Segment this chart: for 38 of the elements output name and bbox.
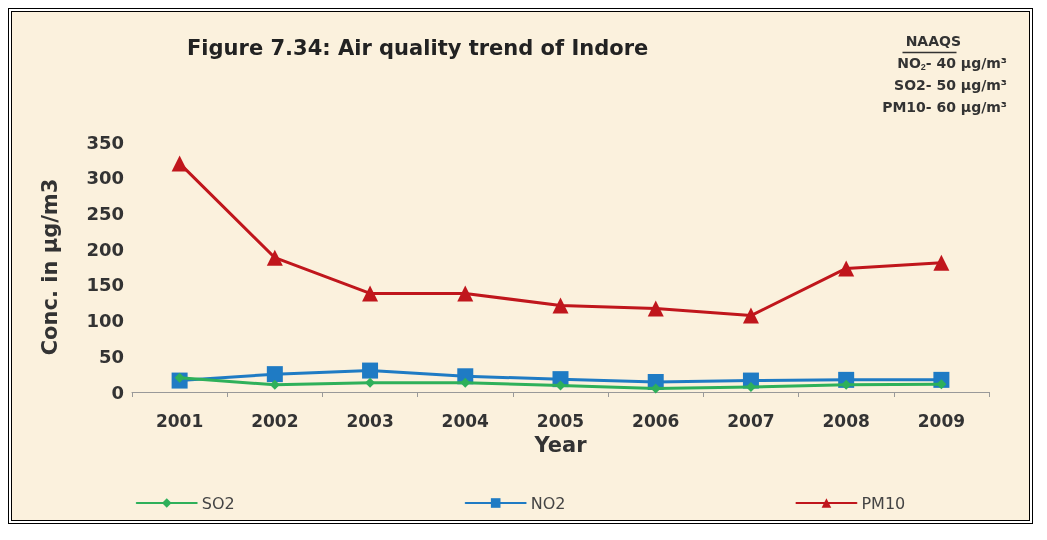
legend-label: SO2 xyxy=(201,493,235,513)
point xyxy=(933,254,950,271)
text: SO2- 50 µg/m³ xyxy=(894,77,1008,93)
point xyxy=(266,249,283,266)
chart-title: Figure 7.34: Air quality trend of Indore xyxy=(187,35,649,60)
x-tick-label: 2003 xyxy=(346,410,394,431)
point xyxy=(838,260,855,277)
point xyxy=(647,300,664,317)
y-tick-label: 350 xyxy=(86,131,124,153)
point xyxy=(457,285,474,302)
legend-label: NO2 xyxy=(530,493,566,513)
legend-label: PM10 xyxy=(861,493,906,513)
x-axis-title: Year xyxy=(533,432,588,457)
text: PM10- 60 µg/m³ xyxy=(882,99,1007,115)
y-axis-title: Conc. in µg/m3 xyxy=(37,178,62,356)
x-tick-label: 2009 xyxy=(917,410,966,431)
x-tick-label: 2004 xyxy=(441,410,490,431)
y-tick-label: 100 xyxy=(86,310,124,332)
point xyxy=(555,380,566,391)
point xyxy=(552,297,569,314)
y-tick-label: 250 xyxy=(86,202,124,224)
text: NAAQS xyxy=(905,33,961,49)
y-tick-label: 200 xyxy=(86,238,124,260)
x-tick-label: 2005 xyxy=(536,410,585,431)
point xyxy=(742,307,759,324)
y-tick-label: 150 xyxy=(86,274,124,296)
x-tick-label: 2002 xyxy=(251,410,299,431)
y-tick-label: 0 xyxy=(111,381,124,403)
point xyxy=(362,285,379,302)
y-tick-label: 300 xyxy=(86,167,124,189)
x-tick-label: 2008 xyxy=(822,410,870,431)
y-tick-label: 50 xyxy=(98,345,124,367)
point xyxy=(171,155,188,172)
x-tick-label: 2001 xyxy=(155,410,204,431)
x-tick-label: 2006 xyxy=(632,410,680,431)
x-tick-label: 2007 xyxy=(727,410,775,431)
point xyxy=(266,366,283,383)
point xyxy=(362,362,379,379)
